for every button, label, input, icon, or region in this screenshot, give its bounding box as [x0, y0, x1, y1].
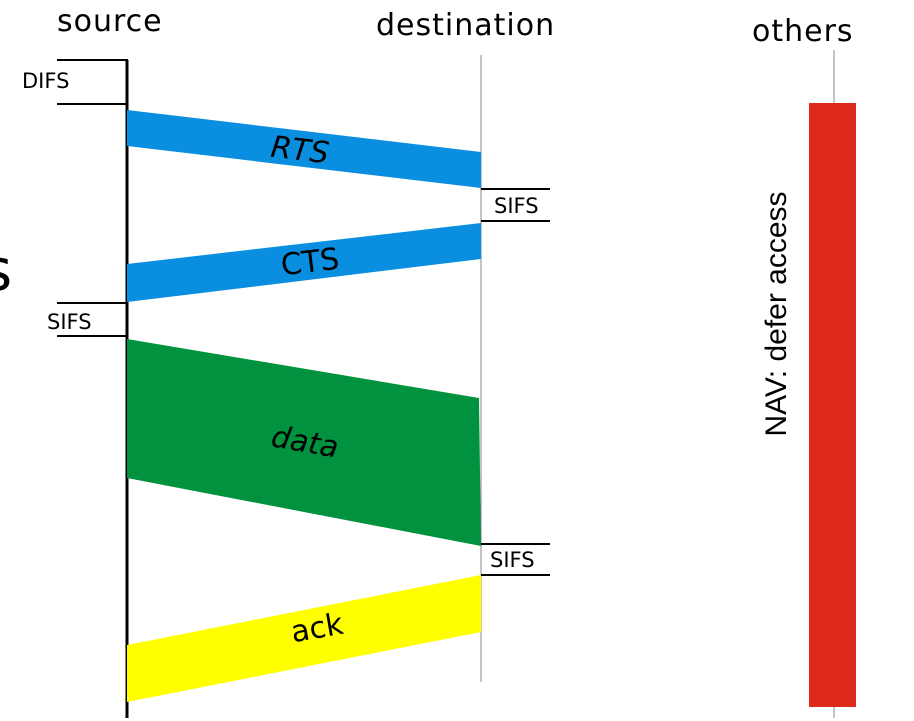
ack-frame: [127, 575, 481, 702]
data-frame: [127, 339, 481, 546]
cts-frame: [127, 223, 481, 302]
difs-label: DIFS: [22, 69, 69, 93]
rts-label: RTS: [269, 130, 331, 172]
rts-frame: [127, 110, 481, 188]
column-label-others: others: [752, 14, 854, 49]
sifs-interval-after-data: SIFS: [481, 543, 550, 576]
sifs-interval-after-rts: SIFS: [481, 188, 550, 222]
column-label-source: source: [57, 4, 163, 39]
cts-label: CTS: [279, 242, 341, 284]
sifs-interval-after-cts: SIFS: [47, 302, 128, 337]
sifs-label-after-rts: SIFS: [494, 194, 539, 218]
sifs-label-after-data: SIFS: [490, 548, 535, 572]
difs-interval: DIFS: [22, 59, 128, 105]
column-label-destination: destination: [376, 8, 555, 43]
edge-text-fragment: s: [0, 236, 12, 304]
sifs-label-after-cts: SIFS: [47, 310, 92, 334]
nav-bar: [809, 103, 856, 707]
nav-label: NAV: defer access: [760, 191, 793, 436]
